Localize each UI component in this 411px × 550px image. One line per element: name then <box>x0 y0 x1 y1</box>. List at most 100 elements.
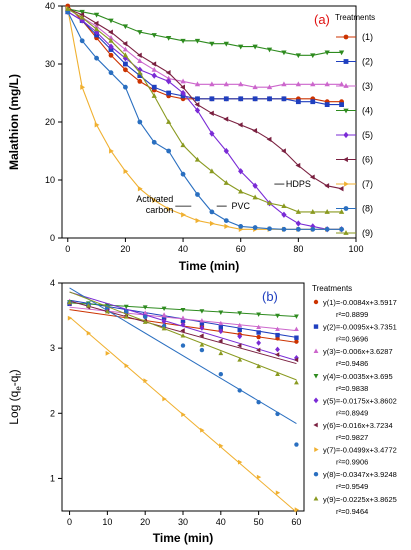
panel-b-legend-r2: r²=0.9838 <box>336 384 368 393</box>
panel-b-data-point <box>161 312 167 317</box>
panel-b-legend-marker <box>313 324 319 329</box>
panel-a-data-point <box>223 41 229 47</box>
panel-a-data-point <box>180 89 186 97</box>
panel-a-data-point <box>180 78 186 84</box>
panel-b-data-point <box>274 352 280 358</box>
panel-b-legend-r2: r²=0.9464 <box>336 507 368 516</box>
panel-b-data-point <box>161 318 167 325</box>
panel-b-data-point <box>256 324 262 330</box>
panel-b-label: (b) <box>262 289 278 304</box>
panel-b-legend-equation: y(9)=-0.0225x+3.8625 <box>323 495 397 504</box>
panel-a-data-point <box>252 225 258 230</box>
panel-b-data-point <box>294 326 299 332</box>
panel-a-data-point <box>122 46 129 52</box>
panel-a-series-line <box>67 11 342 106</box>
panel-a-chart: 0 20 40 60 80 100 0 10 20 30 40 (a) Treatments (1)… <box>7 1 375 273</box>
panel-a-data-point <box>79 9 85 15</box>
panel-b-data-point <box>294 314 299 319</box>
panel-b-data-point <box>237 459 243 465</box>
panel-b-data-point <box>124 309 129 314</box>
panel-a-data-point <box>310 53 316 59</box>
panel-a-legend-label: (9) <box>362 228 373 238</box>
panel-a-data-point <box>123 67 128 73</box>
panel-a-series-6 <box>64 6 344 192</box>
panel-a-legend-title: Treatments <box>335 13 375 22</box>
panel-b-legend-equation: y(1)=-0.0084x+3.5917 <box>323 298 397 307</box>
panel-a-data-point <box>152 197 158 203</box>
panel-a-data-point <box>122 52 129 58</box>
panel-b-data-point <box>256 340 262 346</box>
panel-b-legend-marker <box>313 422 318 428</box>
panel-a-y-tick-label: 40 <box>45 1 55 11</box>
panel-a-data-point <box>209 168 215 174</box>
panel-b-data-point <box>181 412 186 418</box>
panel-a-data-point <box>223 218 229 224</box>
panel-b-data-point <box>237 343 242 348</box>
panel-b-legend-r2: r²=0.8899 <box>336 310 368 319</box>
panel-b-data-point <box>255 347 261 353</box>
panel-b-data-point <box>275 326 280 332</box>
panel-a-series-9 <box>65 6 345 214</box>
panel-b-legend-r2: r²=0.9696 <box>336 335 368 344</box>
panel-a-data-point <box>324 81 330 87</box>
panel-b-data-point <box>142 310 148 315</box>
panel-b-legend-r2: r²=0.9486 <box>336 359 368 368</box>
panel-a-legend-label: (2) <box>362 57 373 67</box>
panel-b-data-point <box>218 310 224 315</box>
panel-a-legend-marker <box>343 83 349 88</box>
panel-a-series-3 <box>65 6 345 90</box>
panel-b-y-tick-label: 1 <box>50 473 55 483</box>
panel-b-legend-marker <box>313 348 319 353</box>
panel-a-data-point <box>137 79 143 84</box>
panel-a-x-tick-label: 60 <box>236 244 246 254</box>
panel-a-data-point <box>310 209 316 214</box>
panel-a-data-point <box>223 81 229 87</box>
panel-b-data-point <box>256 334 261 340</box>
panel-a-data-point <box>281 226 287 232</box>
panel-b-data-point <box>199 347 205 353</box>
panel-b-series <box>66 287 300 513</box>
panel-b-data-point <box>218 350 224 356</box>
panel-a-y-tick-label: 0 <box>50 233 55 243</box>
panel-a-data-point <box>165 70 171 76</box>
panel-a-series-4 <box>65 6 345 59</box>
panel-a-series-line <box>67 8 342 88</box>
panel-b-data-point <box>200 427 205 433</box>
panel-a-legend-marker <box>344 181 349 187</box>
panel-b-y-tick-label: 3 <box>50 343 55 353</box>
panel-a-data-point <box>122 41 128 47</box>
panel-b-data-point <box>256 400 261 405</box>
panel-a-data-point <box>237 122 243 128</box>
panel-a-data-point <box>137 69 143 75</box>
panel-a-data-point <box>166 78 172 85</box>
panel-a-data-point <box>109 148 114 154</box>
panel-b-x-axis-label: Time (min) <box>153 531 213 545</box>
panel-a-data-point <box>137 58 143 64</box>
panel-b-data-point <box>143 378 148 384</box>
panel-a-data-point <box>151 84 157 90</box>
panel-a-data-point <box>209 81 215 87</box>
panel-b-data-point <box>256 330 261 335</box>
panel-b-legend-equation: y(3)=-0.006x+3.6287 <box>323 347 393 356</box>
panel-b-data-point <box>275 411 280 417</box>
panel-b-data-point <box>294 380 299 385</box>
panel-a-data-point <box>137 30 143 35</box>
panel-a-data-point <box>79 12 85 18</box>
panel-b-data-point <box>142 305 148 310</box>
panel-b-data-point <box>294 507 300 513</box>
panel-b-data-point <box>86 303 91 308</box>
panel-b-data-point <box>294 442 299 447</box>
panel-b-x-tick-label: 20 <box>140 517 150 527</box>
panel-a-y-tick-label: 30 <box>45 59 55 69</box>
panel-a-data-point <box>209 96 215 102</box>
panel-a-data-point <box>194 81 201 87</box>
panel-a-data-point <box>108 52 114 58</box>
panel-b-x-tick-label: 0 <box>67 517 72 527</box>
panel-b-data-point <box>293 357 299 363</box>
panel-b-data-point <box>161 325 167 331</box>
panel-a-x-tick-label: 40 <box>178 244 188 254</box>
panel-a-x-tick-label: 0 <box>65 244 70 254</box>
panel-a-data-point <box>137 119 143 125</box>
panel-b-data-point <box>199 333 204 339</box>
